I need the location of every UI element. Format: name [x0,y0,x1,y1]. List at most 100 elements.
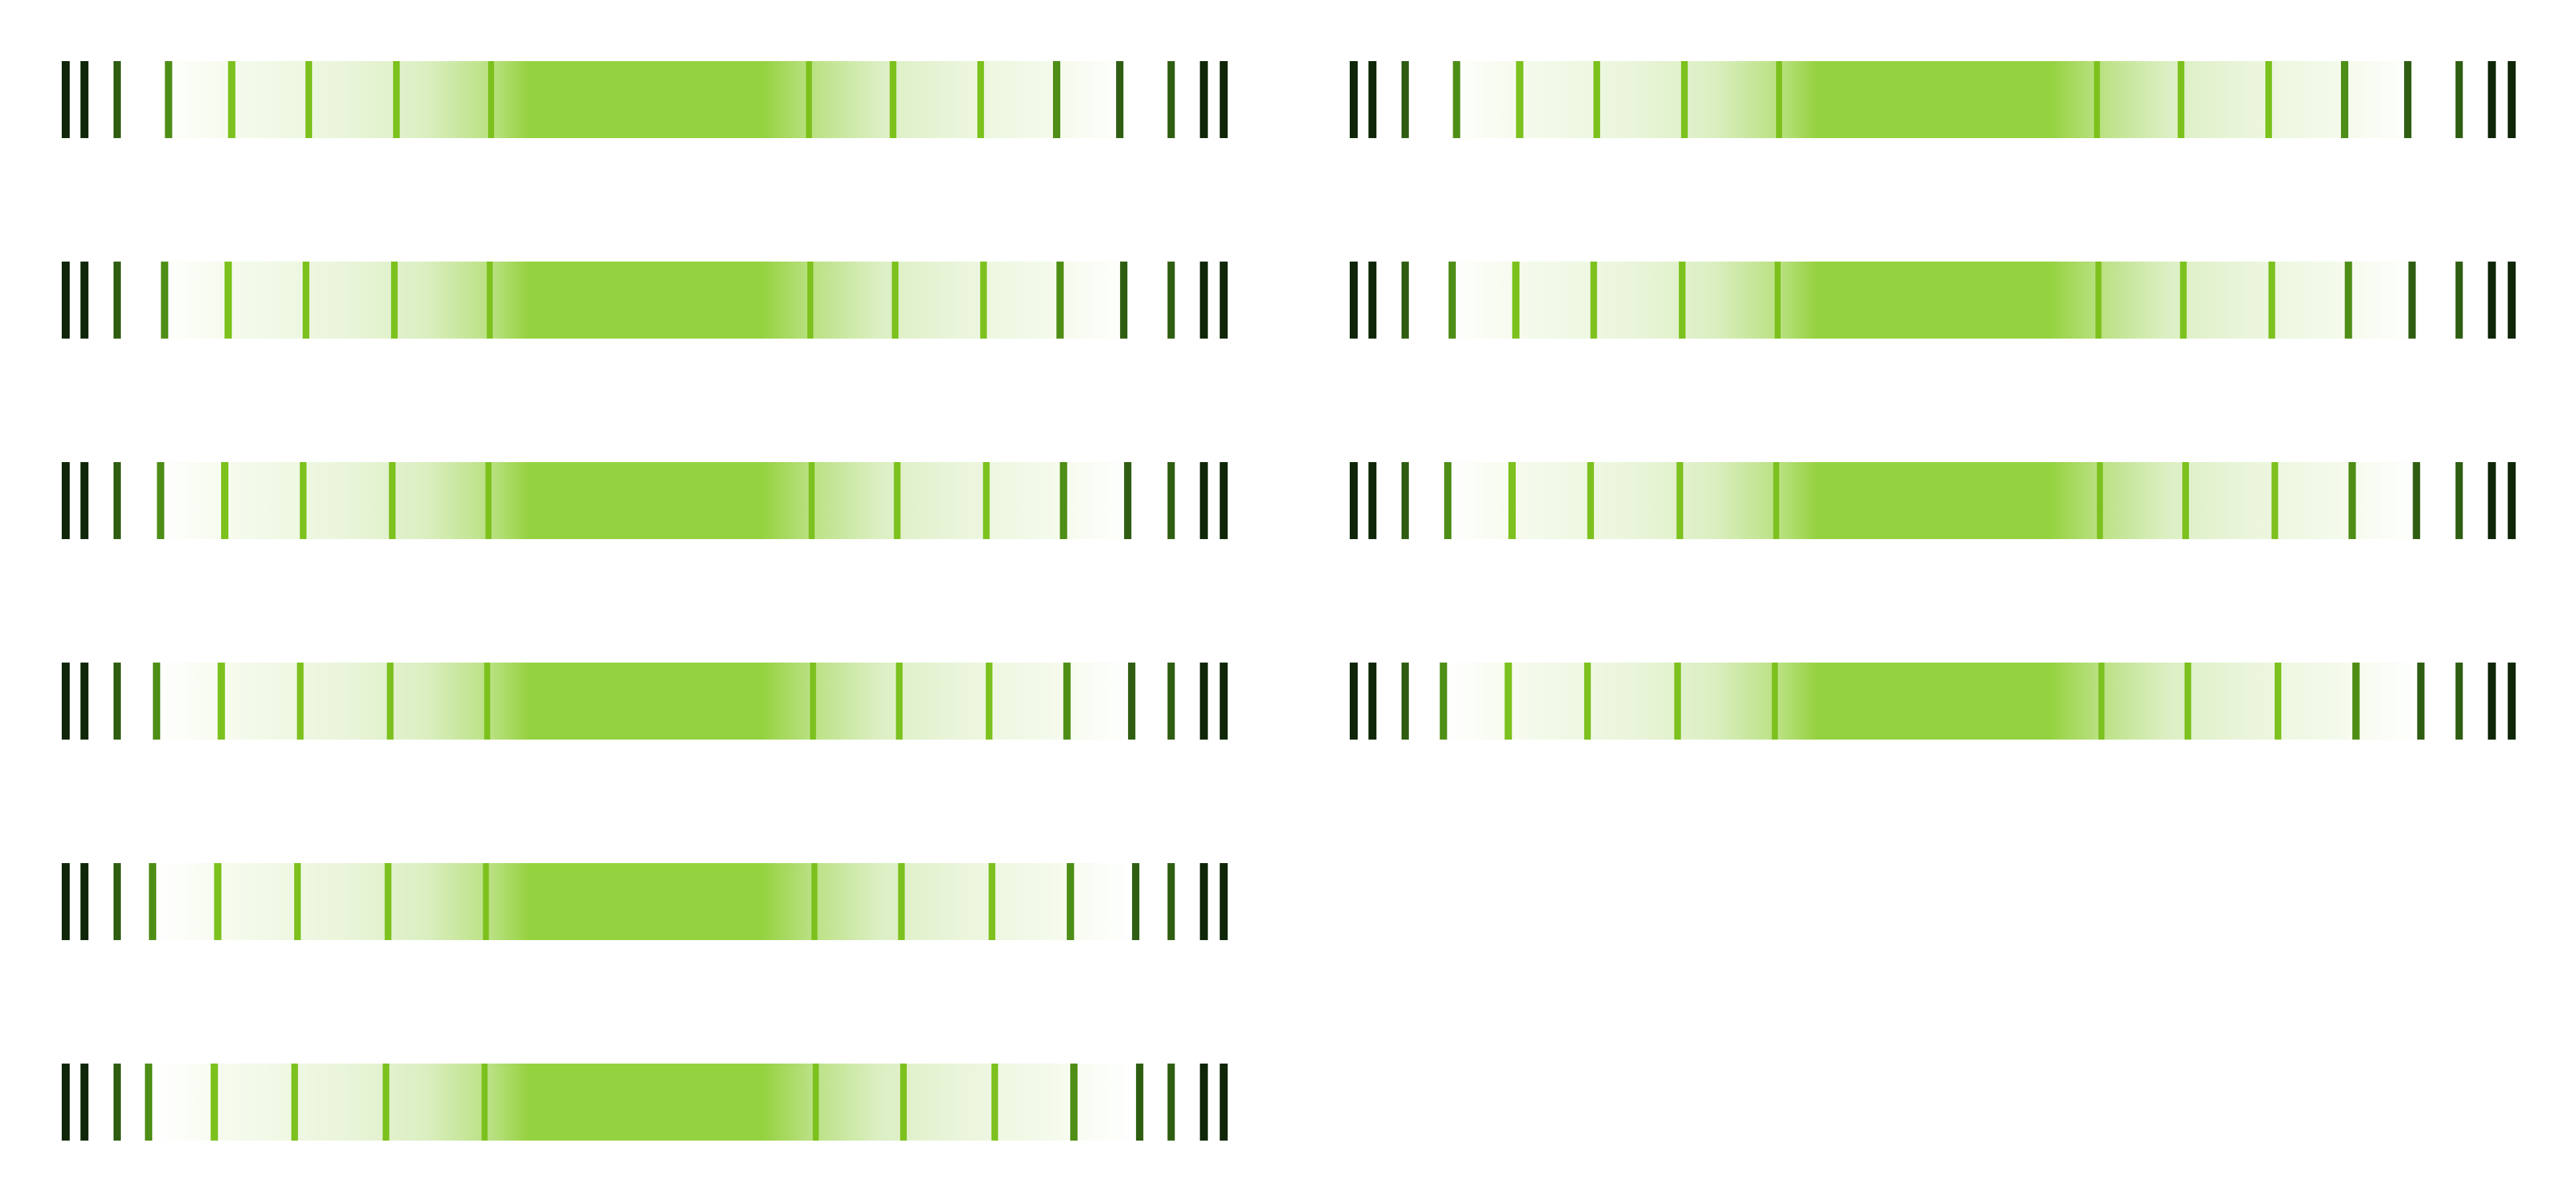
strip-line [1368,462,1377,539]
strip-line [62,663,70,740]
strip-line [1676,462,1684,539]
strip-line [2095,262,2102,339]
strip-right-3 [1349,462,2518,539]
strip-line [2455,262,2463,339]
strip-line [1504,663,1512,740]
strip-line [1220,262,1228,339]
strip-line [1444,462,1452,539]
strip-line [217,663,225,740]
strip-line [890,61,897,138]
strip-line [1124,462,1132,539]
strip-line [224,262,232,339]
strips-layer [61,61,2518,1141]
strip-line [114,262,121,339]
strip-line [1053,61,1060,138]
strip-line [214,863,222,940]
strip-line [1350,262,1358,339]
strip-line [165,61,173,138]
strip-line [487,262,493,339]
strip-line [1402,663,1409,740]
strip-line [805,61,812,138]
strip-line [228,61,236,138]
strip-line [1220,61,1228,138]
strip-line [2488,61,2496,138]
strip-line [299,462,307,539]
strip-line [62,61,70,138]
strip-line [892,262,899,339]
strip-line [210,1064,218,1141]
strip-line [1368,262,1377,339]
strip-line [1167,462,1175,539]
strip-line [1220,1064,1228,1141]
strip-line [2508,262,2516,339]
strip-line [62,262,70,339]
strip-line [898,863,905,940]
strip-line [807,262,813,339]
strip-line [1350,462,1358,539]
strip-line [305,61,313,138]
strip-line [484,663,491,740]
strip-line [2275,663,2282,740]
strip-line [1167,262,1175,339]
strip-line [1200,663,1208,740]
strip-line [221,462,228,539]
strip-line [291,1064,298,1141]
strip-line [2271,462,2279,539]
strip-line [1368,61,1377,138]
strip-left-1 [61,61,1230,138]
strip-line [488,61,495,138]
strip-line [1681,61,1688,138]
strip-line [1200,61,1208,138]
strip-line [114,462,121,539]
strip-line [80,462,89,539]
strip-line [485,462,492,539]
strip-line [2488,262,2496,339]
strip-line [80,863,89,940]
strip-line [481,1064,488,1141]
strip-line [302,262,309,339]
strip-line [1056,262,1064,339]
strip-line [896,663,903,740]
strip-line [62,462,70,539]
strip-line [1116,61,1124,138]
strip-line [1350,663,1358,740]
strip-line [1200,462,1208,539]
strip-line [977,61,985,138]
strip-line [980,262,987,339]
strip-line [2508,61,2516,138]
strip-line [393,61,400,138]
strip-line [1512,262,1520,339]
strip-line [80,61,89,138]
strip-line [382,1064,390,1141]
strip-line [161,262,169,339]
strip-line [1063,663,1071,740]
strip-line [1674,663,1681,740]
strip-line [62,863,70,940]
strip-line [2348,462,2356,539]
strip-line [1200,1064,1208,1141]
gradient-band [1349,663,2518,740]
strip-line [1220,462,1228,539]
strip-line [2404,61,2412,138]
strip-line [1773,462,1779,539]
strip-line [297,663,304,740]
strip-line [1200,262,1208,339]
gradient-band [61,1064,1230,1141]
strip-line [2413,462,2421,539]
strip-line [1200,863,1208,940]
strip-line [1516,61,1524,138]
strip-line [1590,262,1597,339]
strip-line [1678,262,1686,339]
strip-line [2098,663,2105,740]
strip-line [1136,1064,1144,1141]
strip-line [811,863,818,940]
strip-line [114,1064,121,1141]
strip-line [2508,462,2516,539]
strip-left-2 [61,262,1230,339]
strip-line [483,863,489,940]
strip-line [1167,61,1175,138]
strip-line [983,462,990,539]
strip-line [900,1064,907,1141]
strip-line [1453,61,1461,138]
